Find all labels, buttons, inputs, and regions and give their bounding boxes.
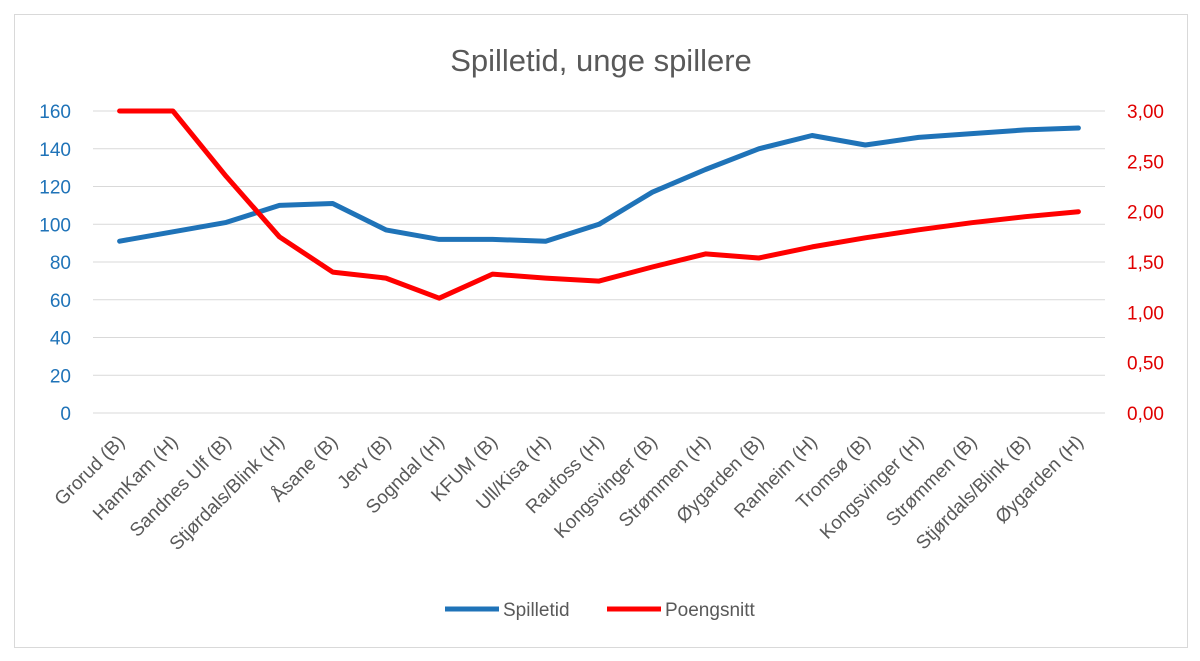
left-tick-label: 40 [50, 329, 71, 350]
left-tick-label: 20 [50, 366, 71, 387]
right-tick-label: 0,00 [1127, 404, 1164, 425]
left-tick-label: 160 [39, 102, 71, 123]
left-tick-label: 120 [39, 178, 71, 199]
legend: Spilletid Poengsnitt [445, 600, 756, 621]
series-line-poengsnitt [117, 108, 1081, 301]
legend-label-spilletid: Spilletid [503, 600, 570, 621]
series-lines [117, 108, 1081, 301]
category-label: Strømmen (H) [615, 432, 715, 532]
series-line-spilletid [117, 125, 1081, 244]
gridlines [93, 110, 1105, 414]
chart-frame: 0 20 40 60 80 100 120 140 160 0,00 0,50 1,00 1,50 2,0… [14, 14, 1188, 648]
right-tick-label: 2,00 [1127, 203, 1164, 224]
legend-label-poengsnitt: Poengsnitt [665, 600, 756, 621]
right-tick-label: 3,00 [1127, 102, 1164, 123]
right-tick-label: 2,50 [1127, 152, 1164, 173]
left-tick-label: 80 [50, 253, 71, 274]
line-chart: 0 20 40 60 80 100 120 140 160 0,00 0,50 1,00 1,50 2,0… [39, 43, 1164, 621]
right-tick-label: 1,50 [1127, 253, 1164, 274]
right-tick-label: 1,00 [1127, 303, 1164, 324]
left-tick-label: 140 [39, 140, 71, 161]
right-tick-label: 0,50 [1127, 354, 1164, 375]
left-tick-label: 0 [60, 404, 71, 425]
axes: 0 20 40 60 80 100 120 140 160 0,00 0,50 1,00 1,50 2,0… [39, 102, 1164, 555]
chart-title: Spilletid, unge spillere [450, 43, 752, 78]
left-tick-label: 100 [39, 215, 71, 236]
left-tick-label: 60 [50, 291, 71, 312]
